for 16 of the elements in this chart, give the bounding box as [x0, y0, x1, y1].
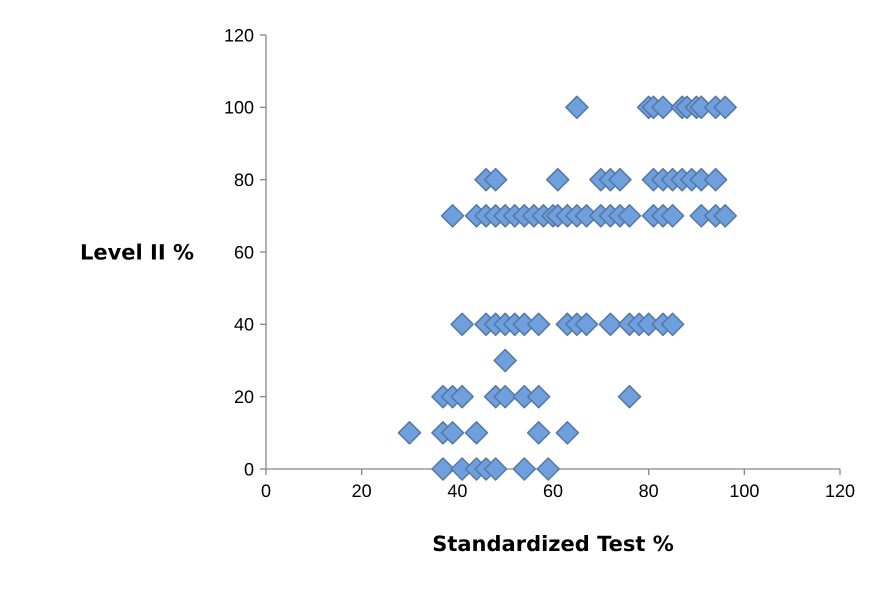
x-tick-label: 0: [260, 481, 272, 501]
x-tick-label: 80: [638, 481, 659, 501]
x-tick-label: 40: [447, 481, 468, 501]
x-tick-label: 20: [352, 481, 372, 501]
x-tick-label: 60: [542, 481, 564, 501]
x-axis-title: Standardized Test %: [432, 532, 674, 556]
x-tick-label: 100: [729, 481, 760, 501]
y-tick-label: 80: [234, 170, 254, 190]
y-tick-label: 120: [224, 25, 254, 46]
y-tick-label: 60: [234, 242, 254, 262]
y-tick-label: 100: [224, 98, 254, 118]
y-axis-title: Level II %: [80, 240, 194, 264]
y-tick-label: 0: [244, 459, 254, 480]
y-tick-label: 20: [234, 386, 254, 407]
x-tick-label: 120: [824, 481, 856, 501]
y-tick-label: 40: [234, 314, 254, 335]
